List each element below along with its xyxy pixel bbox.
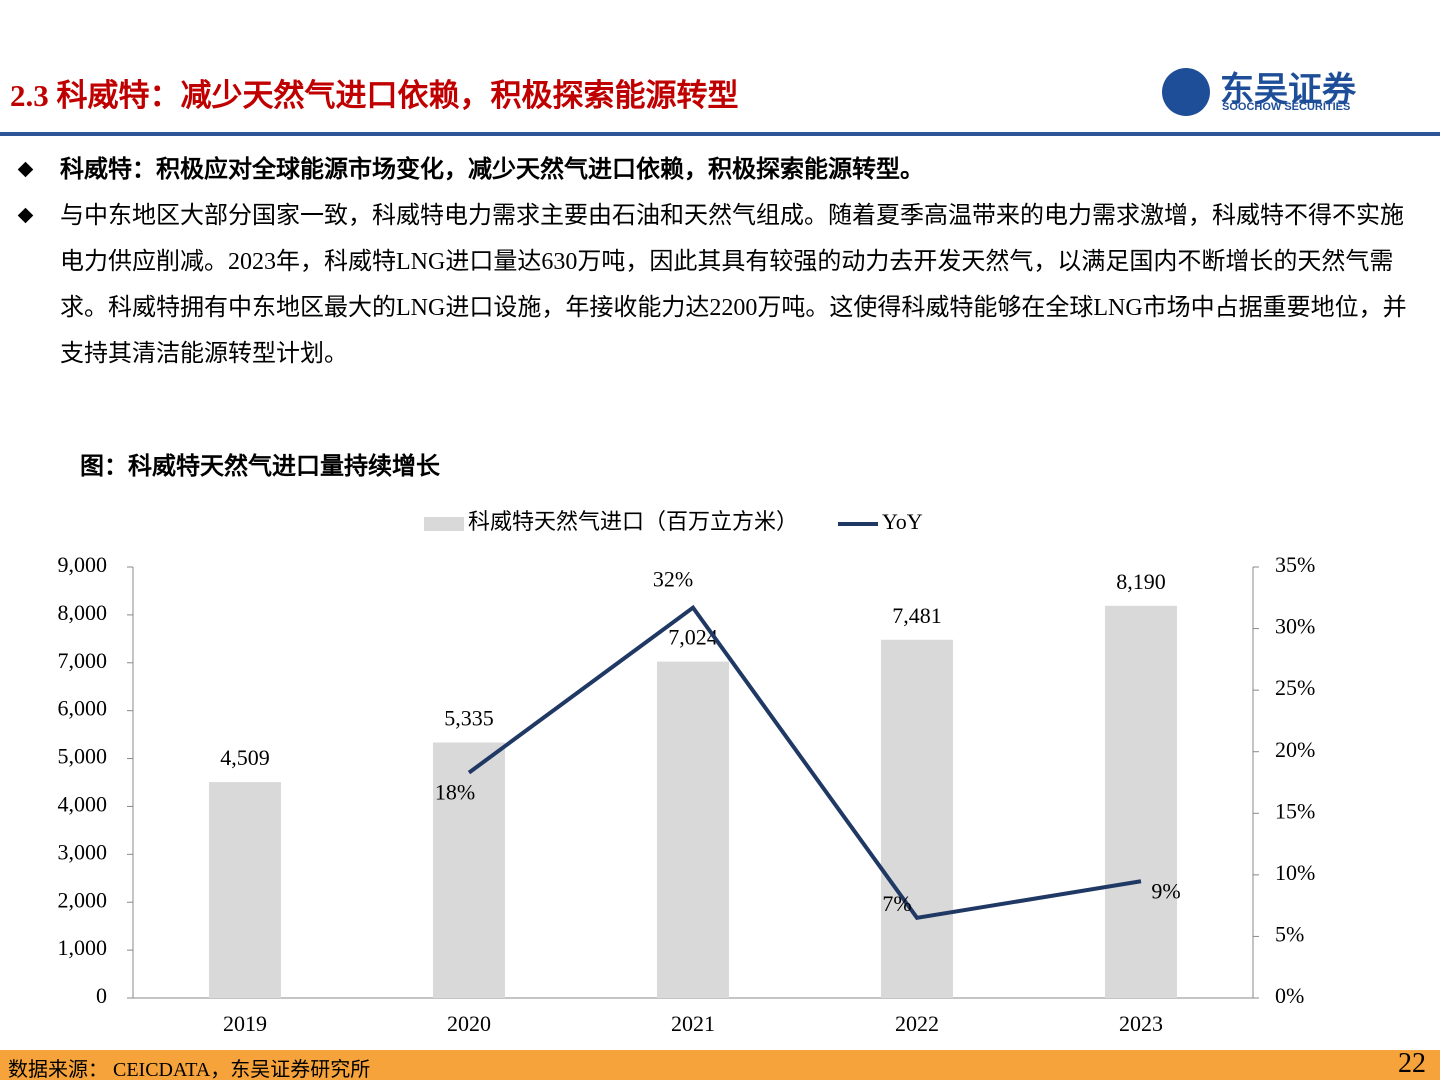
- y-tick-label: 8,000: [58, 600, 108, 625]
- data-label: 18%: [435, 780, 475, 805]
- line: [467, 604, 1142, 921]
- y2-tick-label: 30%: [1275, 614, 1315, 639]
- data-label: 8,190: [1116, 569, 1166, 594]
- data-label: 7,481: [892, 603, 942, 628]
- logo-name: 东吴证券: [1220, 70, 1356, 110]
- x-tick-label: 2022: [895, 1011, 939, 1036]
- bullet-text: 与中东地区大部分国家一致，科威特电力需求主要由石油和天然气组成。随着夏季高温带来…: [60, 203, 1407, 367]
- data-label: 7%: [882, 891, 911, 916]
- bullet-text: 科威特：积极应对全球能源市场变化，减少天然气进口依赖，积极探索能源转型。: [60, 157, 924, 183]
- data-label: 5,335: [444, 706, 494, 731]
- x-tick-label: 2021: [671, 1011, 715, 1036]
- legend-swatch: [424, 517, 464, 531]
- page-number: 22: [1398, 1048, 1426, 1079]
- y-tick-label: 3,000: [58, 839, 108, 864]
- x-tick-label: 2020: [447, 1011, 491, 1036]
- y-tick-label: 5,000: [58, 744, 108, 769]
- legend-label: 科威特天然气进口（百万立方米）: [468, 509, 798, 534]
- data-label: 32%: [653, 567, 693, 592]
- footer-bar: [0, 1050, 1440, 1080]
- bar: [1105, 605, 1177, 998]
- slide-title: 2.3 科威特：减少天然气进口依赖，积极探索能源转型: [10, 78, 739, 113]
- y-tick-label: 2,000: [58, 887, 108, 912]
- x-tick-label: 2019: [223, 1011, 267, 1036]
- logo-subtitle: SOOCHOW SECURITIES: [1222, 101, 1351, 113]
- data-label: 4,509: [220, 745, 270, 770]
- bar: [657, 661, 729, 998]
- y2-tick-label: 0%: [1275, 983, 1304, 1008]
- y-tick-label: 1,000: [58, 935, 108, 960]
- y-tick-label: 0: [96, 983, 107, 1008]
- y-tick-label: 9,000: [58, 552, 108, 577]
- bar: [433, 742, 505, 998]
- source-note: 数据来源： CEICDATA，东吴证券研究所: [8, 1059, 371, 1081]
- header-rule: [0, 132, 1440, 136]
- y2-tick-label: 20%: [1275, 737, 1315, 762]
- bar: [881, 639, 953, 998]
- y-tick-label: 6,000: [58, 696, 108, 721]
- bar: [209, 782, 281, 998]
- y-tick-label: 7,000: [58, 648, 108, 673]
- y2-tick-label: 10%: [1275, 860, 1315, 885]
- chart: 0 1,000 2,000 3,000 4,000 5,000 6,000 7,000 8,00…: [58, 509, 1316, 1036]
- y2-tick-label: 15%: [1275, 798, 1315, 823]
- data-label: 9%: [1151, 878, 1180, 903]
- legend-label: YoY: [882, 509, 923, 534]
- y2-tick-label: 35%: [1275, 552, 1315, 577]
- x-tick-label: 2023: [1119, 1011, 1163, 1036]
- logo-icon: [1162, 68, 1210, 116]
- y-tick-label: 4,000: [58, 791, 108, 816]
- y2-tick-label: 25%: [1275, 675, 1315, 700]
- chart-title: 图：科威特天然气进口量持续增长: [80, 454, 440, 480]
- y2-tick-label: 5%: [1275, 921, 1304, 946]
